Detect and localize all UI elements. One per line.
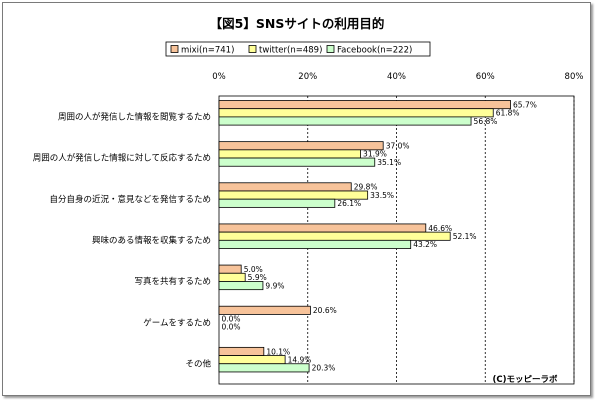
value-label: 37.0% — [386, 142, 410, 151]
value-label: 9.9% — [265, 281, 284, 290]
bar — [218, 190, 369, 200]
category-label: 興味のある情報を収集するため — [92, 235, 211, 246]
value-label: 5.9% — [248, 273, 267, 282]
value-label: 46.6% — [428, 224, 452, 233]
value-label: 33.5% — [370, 191, 394, 200]
bar — [218, 198, 336, 208]
value-label: 65.7% — [513, 100, 537, 109]
bar — [218, 100, 511, 110]
bar — [218, 108, 494, 118]
bar — [218, 182, 352, 192]
legend-label: Facebook(n=222) — [337, 46, 412, 56]
category-label: 周囲の人が発信した情報に対して反応するため — [33, 153, 211, 164]
bar — [218, 281, 264, 291]
value-label: 29.8% — [354, 183, 378, 192]
x-axis-ticks: 0% 20% 40% 60% 80% — [212, 72, 583, 82]
value-label: 0.0% — [222, 323, 241, 332]
bar — [218, 264, 242, 274]
value-label: 26.1% — [337, 199, 361, 208]
bar — [218, 141, 384, 151]
legend-label: mixi(n=741) — [181, 46, 234, 56]
category-label: 自分自身の近況・意見などを発信するため — [49, 194, 211, 205]
category-labels: 周囲の人が発信した情報を閲覧するため周囲の人が発信した情報に対して反応するため自… — [33, 112, 212, 370]
category-label: 写真を共有するため — [134, 276, 211, 287]
legend-label: twitter(n=489) — [259, 46, 322, 56]
category-label: 周囲の人が発信した情報を閲覧するため — [58, 112, 211, 123]
value-label: 0.0% — [222, 314, 241, 323]
x-tick-label: 80% — [565, 72, 584, 82]
bar — [218, 239, 412, 249]
value-label: 20.6% — [313, 306, 337, 315]
legend-box — [165, 41, 431, 57]
x-tick-label: 0% — [212, 72, 226, 82]
x-tick-label: 60% — [476, 72, 495, 82]
legend-swatch — [170, 45, 179, 53]
category-label: ゲームをするため — [143, 317, 211, 328]
x-tick-label: 20% — [298, 72, 317, 82]
value-label: 56.8% — [474, 117, 498, 126]
value-label: 35.1% — [377, 158, 401, 167]
bars: 65.7%61.8%56.8% 37.0%31.9%35.1% 29.8%33.5%… — [218, 100, 537, 373]
bar — [218, 157, 376, 167]
value-label: 10.1% — [266, 347, 290, 356]
bar — [218, 272, 246, 282]
value-label: 14.9% — [288, 355, 312, 364]
bar — [218, 116, 472, 126]
credit-label: (C)モッピーラボ — [492, 374, 558, 385]
bar — [218, 355, 286, 365]
chart-title: 【図5】SNSサイトの利用目的 — [210, 16, 385, 31]
category-label: その他 — [185, 358, 211, 369]
value-label: 20.3% — [312, 364, 336, 373]
legend-swatch — [248, 45, 257, 53]
legend-swatch — [326, 45, 335, 53]
value-label: 5.0% — [244, 265, 263, 274]
bar — [218, 346, 265, 356]
bar — [218, 231, 451, 241]
value-label: 61.8% — [496, 109, 520, 118]
x-tick-label: 40% — [387, 72, 406, 82]
legend: mixi(n=741) twitter(n=489) Facebook(n=222) — [165, 41, 431, 57]
value-label: 31.9% — [363, 150, 387, 159]
bar — [218, 363, 310, 373]
bar — [218, 223, 427, 233]
value-label: 52.1% — [453, 232, 477, 241]
bar — [218, 149, 361, 159]
bar — [218, 305, 311, 315]
value-label: 43.2% — [413, 240, 437, 249]
